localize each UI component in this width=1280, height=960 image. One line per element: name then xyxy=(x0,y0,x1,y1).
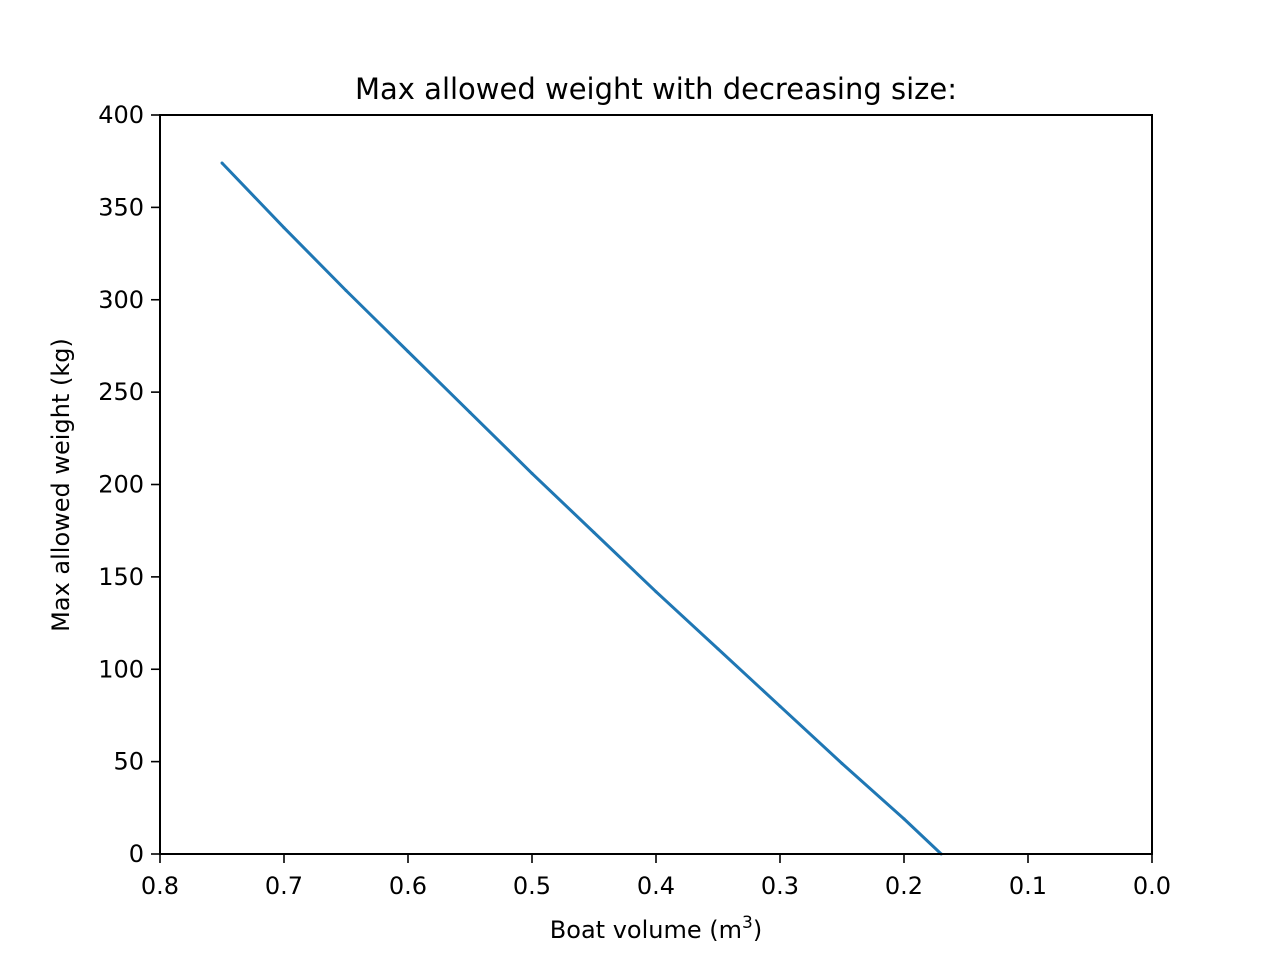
x-tick-label: 0.1 xyxy=(1009,872,1047,900)
data-point xyxy=(840,762,844,765)
y-tick-label: 300 xyxy=(98,286,144,314)
chart-title: Max allowed weight with decreasing size: xyxy=(355,72,957,106)
data-point xyxy=(282,226,286,230)
data-point xyxy=(778,704,782,708)
data-point xyxy=(406,350,410,353)
y-tick-label: 250 xyxy=(98,378,144,406)
x-tick-label: 0.6 xyxy=(389,872,427,900)
axes-frame xyxy=(159,114,1153,855)
x-axis-title: Boat volume (m3) xyxy=(550,913,762,944)
data-point xyxy=(902,817,906,821)
x-axis: 0.8 0.7 0.6 0.5 0.4 0.3 0.2 0.1 0.0 xyxy=(141,854,1171,900)
data-point xyxy=(530,471,534,475)
data-point xyxy=(592,531,596,534)
plot-area xyxy=(159,114,1153,856)
y-tick-label: 400 xyxy=(98,101,144,129)
data-point xyxy=(344,289,348,292)
x-tick-label: 0.5 xyxy=(513,872,551,900)
y-axis-title: Max allowed weight (kg) xyxy=(47,338,75,632)
series-layer xyxy=(220,161,943,856)
x-axis-title-tail: ) xyxy=(753,916,762,944)
x-tick-label: 0.8 xyxy=(141,872,179,900)
x-axis-title-base: Boat volume (m xyxy=(550,916,742,944)
data-point xyxy=(654,590,658,594)
x-tick-label: 0.7 xyxy=(265,872,303,900)
y-tick-label: 200 xyxy=(98,471,144,499)
y-tick-label: 150 xyxy=(98,563,144,591)
data-point xyxy=(716,647,720,651)
y-tick-label: 50 xyxy=(113,748,144,776)
y-axis: 0 50 100 150 200 250 300 350 400 xyxy=(98,101,160,868)
x-tick-label: 0.0 xyxy=(1133,872,1171,900)
x-tick-label: 0.3 xyxy=(761,872,799,900)
data-point xyxy=(468,410,472,414)
y-tick-label: 100 xyxy=(98,655,144,683)
y-tick-label: 0 xyxy=(129,840,144,868)
x-axis-title-superscript: 3 xyxy=(742,913,753,933)
data-point xyxy=(220,161,224,165)
x-tick-label: 0.2 xyxy=(885,872,923,900)
series-line-0 xyxy=(220,161,943,856)
x-tick-label: 0.4 xyxy=(637,872,675,900)
y-tick-label: 350 xyxy=(98,193,144,221)
